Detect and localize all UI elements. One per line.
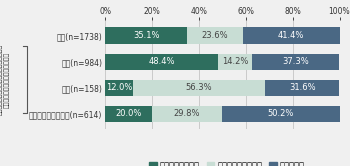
Text: 14.2%: 14.2% bbox=[222, 57, 248, 66]
Bar bbox=[152, 106, 222, 122]
Text: 12.0%: 12.0% bbox=[106, 83, 132, 92]
Text: 56.3%: 56.3% bbox=[186, 83, 212, 92]
Text: 29.8%: 29.8% bbox=[174, 109, 200, 118]
Text: 31.6%: 31.6% bbox=[289, 83, 316, 92]
Text: 実際に介護をする（した）になった場合、
職場の上司や同僚に対する将来観: 実際に介護をする（した）になった場合、 職場の上司や同僚に対する将来観 bbox=[0, 44, 9, 115]
Bar bbox=[243, 28, 340, 44]
Bar bbox=[218, 54, 252, 70]
Bar bbox=[222, 106, 340, 122]
Bar bbox=[105, 28, 187, 44]
Bar bbox=[133, 80, 265, 96]
Text: 48.4%: 48.4% bbox=[148, 57, 175, 66]
Text: 35.1%: 35.1% bbox=[133, 31, 159, 40]
Bar bbox=[105, 80, 133, 96]
Bar bbox=[252, 54, 339, 70]
Bar bbox=[265, 80, 339, 96]
Text: 23.6%: 23.6% bbox=[202, 31, 228, 40]
Text: 41.4%: 41.4% bbox=[278, 31, 304, 40]
Bar bbox=[187, 28, 243, 44]
Bar bbox=[105, 106, 152, 122]
Legend: 続けられると思う, 続けられないと思う, わからない: 続けられると思う, 続けられないと思う, わからない bbox=[146, 158, 308, 166]
Bar bbox=[105, 54, 218, 70]
Text: 20.0%: 20.0% bbox=[115, 109, 142, 118]
Text: 50.2%: 50.2% bbox=[267, 109, 294, 118]
Text: 37.3%: 37.3% bbox=[282, 57, 309, 66]
